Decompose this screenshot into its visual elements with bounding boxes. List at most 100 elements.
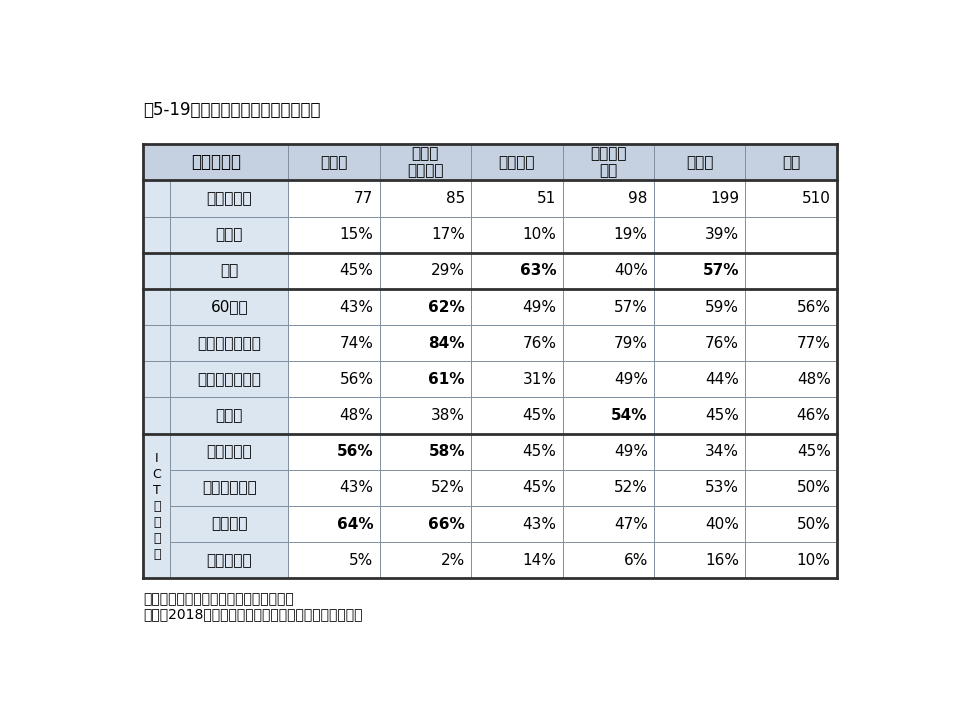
Bar <box>471 253 563 289</box>
Text: 52%: 52% <box>431 480 465 495</box>
Bar <box>170 325 288 361</box>
Bar <box>471 542 563 578</box>
Text: 79%: 79% <box>613 336 648 351</box>
Text: 48%: 48% <box>340 408 373 423</box>
Text: 時間的ゆとり有: 時間的ゆとり有 <box>198 336 261 351</box>
Text: 40%: 40% <box>613 264 648 279</box>
Bar <box>143 180 170 217</box>
Bar <box>654 506 745 542</box>
Bar <box>288 397 379 433</box>
Bar <box>170 506 288 542</box>
Bar <box>471 470 563 506</box>
Text: 63%: 63% <box>519 264 557 279</box>
Text: 49%: 49% <box>613 444 648 459</box>
Bar <box>745 253 837 289</box>
Text: 84%: 84% <box>428 336 465 351</box>
Bar <box>654 361 745 397</box>
Text: 38%: 38% <box>431 408 465 423</box>
Bar <box>143 325 170 361</box>
Bar <box>288 470 379 506</box>
Text: ＰＣ保有: ＰＣ保有 <box>211 517 248 531</box>
Bar <box>745 361 837 397</box>
Text: 男比: 男比 <box>220 264 238 279</box>
Text: 56%: 56% <box>797 300 830 315</box>
Text: 平均: 平均 <box>782 155 801 170</box>
Bar <box>471 433 563 470</box>
Text: 5%: 5% <box>349 553 373 568</box>
Text: 50%: 50% <box>797 517 830 531</box>
Text: 40%: 40% <box>706 517 739 531</box>
Bar <box>379 506 471 542</box>
Text: 45%: 45% <box>522 480 557 495</box>
Text: 構成比: 構成比 <box>216 227 243 242</box>
Bar <box>654 325 745 361</box>
Bar <box>379 289 471 325</box>
Text: 59%: 59% <box>706 300 739 315</box>
Text: 61%: 61% <box>428 372 465 387</box>
Bar <box>288 144 379 180</box>
Text: 29%: 29% <box>431 264 465 279</box>
Bar <box>379 397 471 433</box>
Bar <box>288 506 379 542</box>
Bar <box>563 433 654 470</box>
Text: グループ名: グループ名 <box>191 153 241 171</box>
Bar <box>654 470 745 506</box>
Text: 46%: 46% <box>797 408 830 423</box>
Text: 10%: 10% <box>797 553 830 568</box>
Text: 16%: 16% <box>706 553 739 568</box>
Bar <box>654 433 745 470</box>
Text: 510: 510 <box>802 191 830 206</box>
Text: 15%: 15% <box>340 227 373 242</box>
Text: 50%: 50% <box>797 480 830 495</box>
Text: 付間家族
交流: 付間家族 交流 <box>590 146 627 179</box>
Text: 43%: 43% <box>340 300 373 315</box>
Bar <box>143 433 170 578</box>
Bar <box>471 397 563 433</box>
Text: 57%: 57% <box>703 264 739 279</box>
Text: 39%: 39% <box>705 227 739 242</box>
Text: 52%: 52% <box>613 480 648 495</box>
Text: 60代比: 60代比 <box>210 300 248 315</box>
Text: 49%: 49% <box>522 300 557 315</box>
Text: 積極派: 積極派 <box>321 155 348 170</box>
Text: 地域のみ: 地域のみ <box>498 155 535 170</box>
Bar <box>143 289 170 325</box>
Text: 98: 98 <box>629 191 648 206</box>
Bar <box>654 180 745 217</box>
Bar <box>170 289 288 325</box>
Bar <box>745 180 837 217</box>
Text: 74%: 74% <box>340 336 373 351</box>
Bar <box>471 506 563 542</box>
Bar <box>170 217 288 253</box>
Text: 45%: 45% <box>340 264 373 279</box>
Text: I
C
T
デ
バ
イ
ス: I C T デ バ イ ス <box>153 451 161 561</box>
Bar <box>288 289 379 325</box>
Text: 48%: 48% <box>797 372 830 387</box>
Bar <box>745 542 837 578</box>
Text: 77%: 77% <box>797 336 830 351</box>
Bar <box>471 180 563 217</box>
Text: 17%: 17% <box>431 227 465 242</box>
Bar <box>654 144 745 180</box>
Bar <box>563 470 654 506</box>
Bar <box>563 542 654 578</box>
Text: 58%: 58% <box>428 444 465 459</box>
Text: 57%: 57% <box>613 300 648 315</box>
Bar <box>654 289 745 325</box>
Bar <box>143 217 170 253</box>
Text: 45%: 45% <box>522 444 557 459</box>
Text: 6%: 6% <box>623 553 648 568</box>
Text: 全て未保有: 全て未保有 <box>206 553 252 568</box>
Bar <box>563 217 654 253</box>
Text: ケータイ保有: ケータイ保有 <box>202 480 256 495</box>
Text: 54%: 54% <box>612 408 648 423</box>
Bar <box>471 289 563 325</box>
Bar <box>170 253 288 289</box>
Bar <box>143 397 170 433</box>
Text: 45%: 45% <box>706 408 739 423</box>
Text: 2%: 2% <box>441 553 465 568</box>
Bar <box>379 361 471 397</box>
Bar <box>471 144 563 180</box>
Text: 注：太字は最も使われている連絡方法。: 注：太字は最も使われている連絡方法。 <box>143 593 294 606</box>
Text: 76%: 76% <box>706 336 739 351</box>
